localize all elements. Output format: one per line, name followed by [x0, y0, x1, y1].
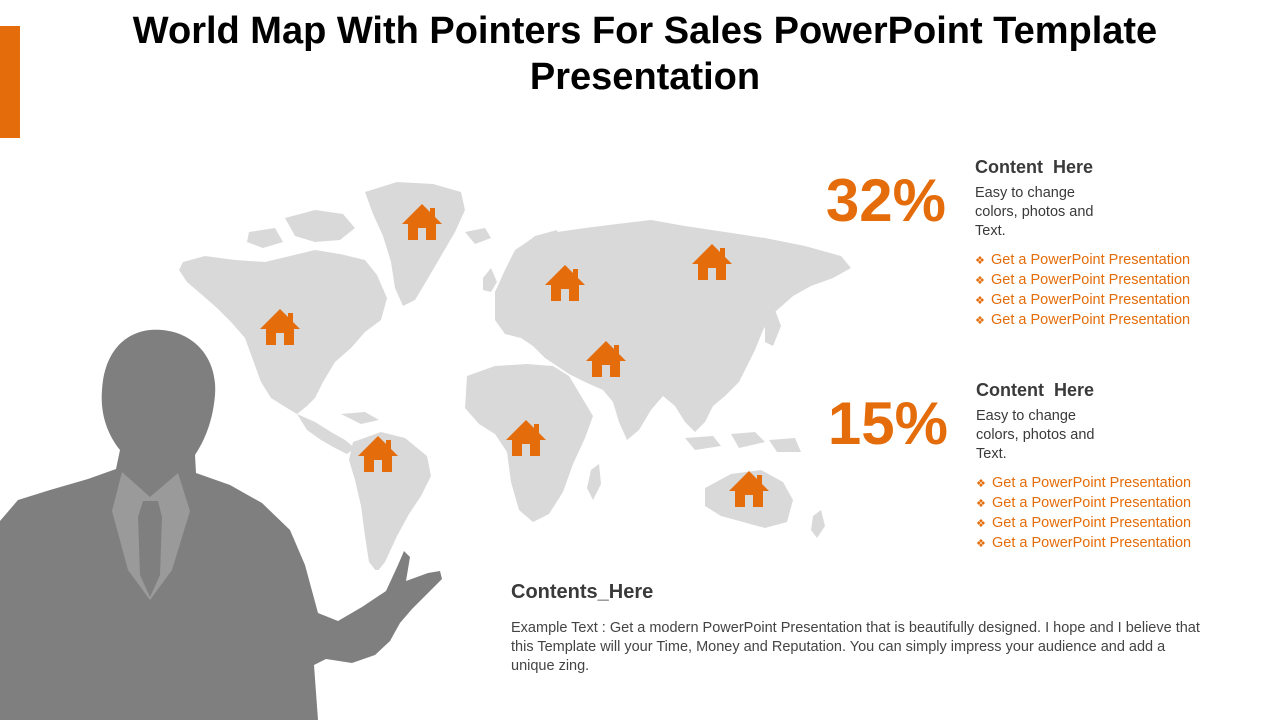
diamond-bullet-icon: ❖ [975, 275, 985, 287]
bullet-item: ❖ Get a PowerPoint Presentation [975, 251, 1235, 271]
diamond-bullet-icon: ❖ [975, 295, 985, 307]
stat-value-1: 32% [825, 167, 946, 234]
bullet-text: Get a PowerPoint Presentation [991, 292, 1191, 308]
bullet-item: ❖ Get a PowerPoint Presentation [975, 271, 1235, 291]
bullet-text: Get a PowerPoint Presentation [992, 535, 1192, 551]
bullet-item: ❖ Get a PowerPoint Presentation [976, 534, 1236, 554]
content-block-2: Content Here Easy to change colors, phot… [976, 380, 1236, 554]
slide-title: World Map With Pointers For Sales PowerP… [132, 10, 1158, 98]
bullet-text: Get a PowerPoint Presentation [991, 272, 1191, 288]
bullet-text: Get a PowerPoint Presentation [992, 515, 1192, 531]
diamond-bullet-icon: ❖ [976, 538, 986, 550]
contents-body: Example Text : Get a modern PowerPoint P… [511, 620, 1200, 674]
diamond-bullet-icon: ❖ [976, 518, 986, 530]
bullet-text: Get a PowerPoint Presentation [991, 312, 1191, 328]
accent-bar [0, 26, 20, 138]
bullet-text: Get a PowerPoint Presentation [992, 495, 1192, 511]
content-heading: Content Here [976, 380, 1095, 400]
content-block-1: Content Here Easy to change colors, phot… [975, 157, 1235, 331]
bullet-list: ❖ Get a PowerPoint Presentation ❖ Get a Po… [975, 251, 1235, 331]
australia-landmass [705, 470, 793, 528]
diamond-bullet-icon: ❖ [975, 315, 985, 327]
diamond-bullet-icon: ❖ [976, 478, 986, 490]
content-body: Easy to change colors, photos and Text. [976, 408, 1095, 462]
diamond-bullet-icon: ❖ [976, 498, 986, 510]
bullet-item: ❖ Get a PowerPoint Presentation [975, 291, 1235, 311]
content-body: Easy to change colors, photos and Text. [975, 185, 1094, 239]
bullet-item: ❖ Get a PowerPoint Presentation [976, 474, 1236, 494]
eurasia-landmass [495, 220, 851, 440]
bullet-text: Get a PowerPoint Presentation [992, 475, 1192, 491]
greenland-landmass [365, 182, 465, 306]
bullet-text: Get a PowerPoint Presentation [991, 252, 1191, 268]
stat-value-2: 15% [827, 390, 948, 457]
content-heading: Content Here [975, 157, 1094, 177]
contents-heading: Contents_Here [511, 581, 654, 603]
businessman-silhouette [0, 329, 442, 720]
diamond-bullet-icon: ❖ [975, 255, 985, 267]
bullet-item: ❖ Get a PowerPoint Presentation [976, 494, 1236, 514]
bullet-item: ❖ Get a PowerPoint Presentation [976, 514, 1236, 534]
bullet-item: ❖ Get a PowerPoint Presentation [975, 311, 1235, 331]
bullet-list: ❖ Get a PowerPoint Presentation ❖ Get a Po… [976, 474, 1236, 554]
world-map [179, 182, 851, 570]
